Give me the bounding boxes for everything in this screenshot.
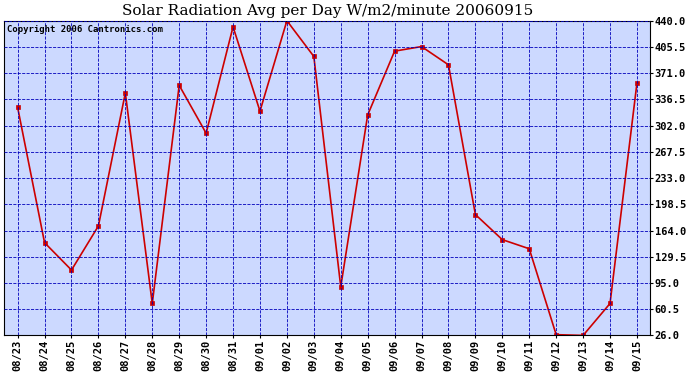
Title: Solar Radiation Avg per Day W/m2/minute 20060915: Solar Radiation Avg per Day W/m2/minute … xyxy=(121,4,533,18)
Text: Copyright 2006 Cantronics.com: Copyright 2006 Cantronics.com xyxy=(8,26,164,34)
